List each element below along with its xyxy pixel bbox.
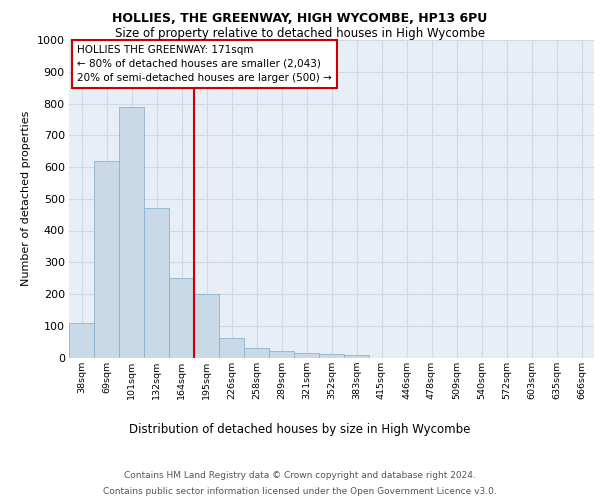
Text: Distribution of detached houses by size in High Wycombe: Distribution of detached houses by size … [130,422,470,436]
Text: HOLLIES THE GREENWAY: 171sqm
← 80% of detached houses are smaller (2,043)
20% of: HOLLIES THE GREENWAY: 171sqm ← 80% of de… [77,45,332,83]
Text: Contains HM Land Registry data © Crown copyright and database right 2024.: Contains HM Land Registry data © Crown c… [124,472,476,480]
Text: HOLLIES, THE GREENWAY, HIGH WYCOMBE, HP13 6PU: HOLLIES, THE GREENWAY, HIGH WYCOMBE, HP1… [112,12,488,26]
Bar [294,352,319,358]
Bar [344,355,369,358]
Bar [194,294,219,358]
Text: Contains public sector information licensed under the Open Government Licence v3: Contains public sector information licen… [103,486,497,496]
Bar [244,348,269,358]
Bar [144,208,169,358]
Bar [94,160,119,358]
Y-axis label: Number of detached properties: Number of detached properties [21,111,31,286]
Bar [169,278,194,357]
Bar [219,338,244,357]
Text: Size of property relative to detached houses in High Wycombe: Size of property relative to detached ho… [115,28,485,40]
Bar [69,322,94,358]
Bar [119,106,144,358]
Bar [319,354,344,358]
Bar [269,351,294,358]
